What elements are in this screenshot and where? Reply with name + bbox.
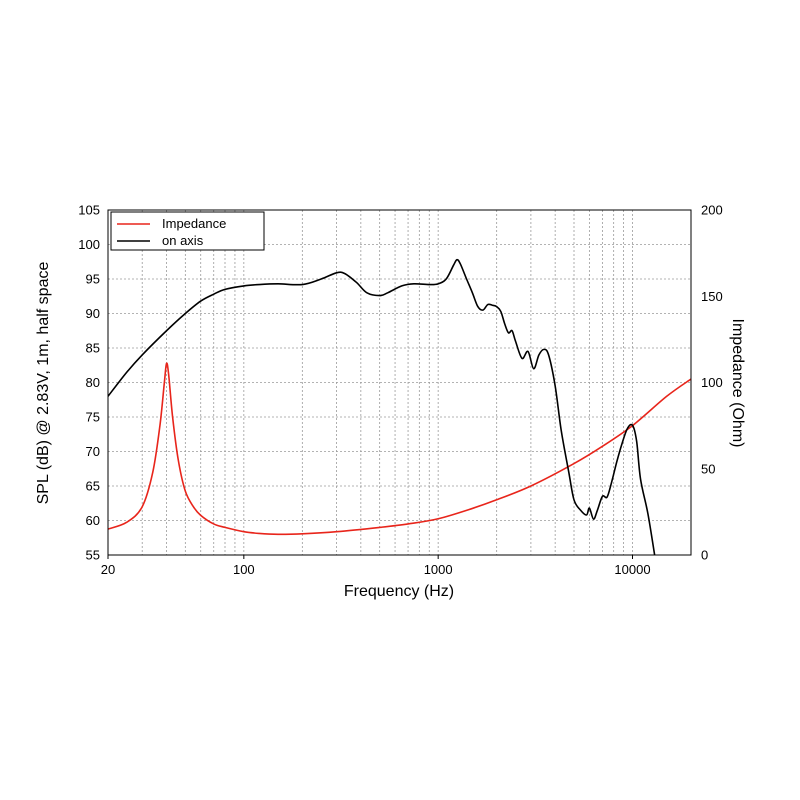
x-tick-label: 1000	[424, 562, 453, 577]
y2-tick-label: 100	[701, 375, 723, 390]
y-tick-label: 75	[86, 410, 100, 425]
y-tick-label: 70	[86, 444, 100, 459]
y2-tick-label: 200	[701, 203, 723, 218]
series-lines	[108, 258, 691, 555]
y-tick-label: 65	[86, 479, 100, 494]
y-tick-label: 105	[78, 203, 100, 218]
y-tick-label: 95	[86, 272, 100, 287]
x-tick-label: 10000	[614, 562, 650, 577]
y-tick-label: 80	[86, 375, 100, 390]
y-tick-label: 90	[86, 306, 100, 321]
plot-frame	[107, 209, 692, 556]
legend: Impedance on axis	[110, 211, 265, 251]
legend-label-impedance: Impedance	[162, 216, 226, 231]
series-line-impedance	[108, 362, 691, 536]
x-tick-label: 20	[101, 562, 115, 577]
legend-box	[110, 211, 265, 251]
series-line-on-axis	[108, 258, 656, 555]
x-axis-title: Frequency (Hz)	[344, 583, 454, 600]
y-tick-label: 55	[86, 548, 100, 563]
tick-labels: 20 100 1000 10000 55 60 65 70 75 80 85 90 95 100 105 0 5…	[78, 203, 722, 578]
y2-tick-label: 50	[701, 461, 715, 476]
legend-label-on-axis: on axis	[162, 233, 204, 248]
y-tick-label: 60	[86, 513, 100, 528]
y-tick-label: 85	[86, 341, 100, 356]
y2-tick-label: 0	[701, 548, 708, 563]
y2-axis-title: Impedance (Ohm)	[729, 319, 746, 448]
y-tick-label: 100	[78, 237, 100, 252]
y2-tick-label: 150	[701, 289, 723, 304]
x-tick-label: 100	[233, 562, 255, 577]
y-axis-title: SPL (dB) @ 2.83V, 1m, half space	[35, 262, 52, 505]
